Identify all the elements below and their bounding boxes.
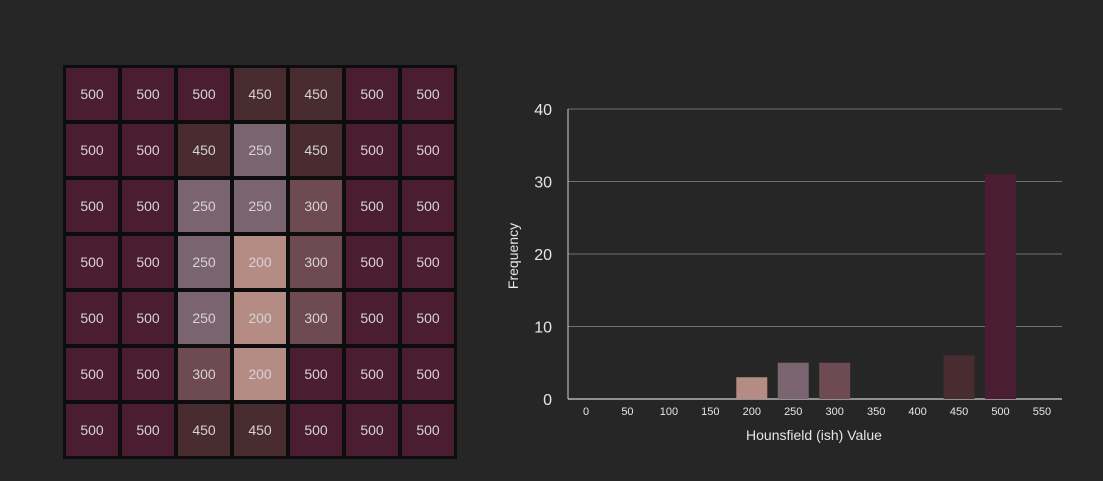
grid-cell: 500 [402,292,454,344]
grid-cell: 250 [234,124,286,176]
grid-cell: 500 [66,68,118,120]
x-tick-label: 550 [1033,406,1051,418]
x-tick-label: 500 [991,406,1009,418]
grid-cell: 500 [122,180,174,232]
y-tick-labels: 0 10 20 30 40 [534,102,552,409]
histogram-bar [736,377,768,399]
gridlines [567,108,1062,400]
grid-cell: 500 [66,236,118,288]
grid-cell: 500 [346,124,398,176]
grid-cell: 500 [66,404,118,456]
grid-cell: 300 [178,348,230,400]
grid-cell: 500 [122,236,174,288]
y-tick-label: 20 [534,247,552,264]
grid-cell: 500 [66,124,118,176]
grid-cell: 500 [122,68,174,120]
x-tick-labels: 0 50 100 150 200 250 300 350 400 450 500 550 [583,406,1051,418]
grid-cell: 200 [234,292,286,344]
grid-cell: 500 [402,124,454,176]
bars [736,174,1016,399]
x-tick-label: 0 [583,406,589,418]
x-tick-label: 200 [743,406,761,418]
y-tick-label: 0 [543,392,552,409]
x-tick-label: 100 [660,406,678,418]
x-tick-label: 450 [950,406,968,418]
histogram-bar [943,355,975,399]
grid-cell: 200 [234,348,286,400]
grid-cell: 500 [122,348,174,400]
x-tick-label: 150 [701,406,719,418]
grid-cell: 500 [66,348,118,400]
grid-cell: 500 [122,404,174,456]
grid-cell: 500 [290,348,342,400]
histogram-bar [777,362,809,399]
grid-cell: 250 [234,180,286,232]
grid-cell: 500 [122,124,174,176]
x-tick-label: 300 [826,406,844,418]
grid-cell: 300 [290,180,342,232]
grid-cell: 500 [66,292,118,344]
y-tick-label: 30 [534,175,552,192]
histogram-chart: 0 10 20 30 40 0 50 100 150 200 250 300 350 400 450 500… [495,85,1075,455]
grid-cell: 500 [122,292,174,344]
grid-cell: 500 [346,404,398,456]
histogram-bar [985,174,1016,399]
histogram-svg: 0 10 20 30 40 0 50 100 150 200 250 300 350 400 450 500… [505,102,1062,443]
grid-cell: 500 [346,292,398,344]
grid-cell: 200 [234,236,286,288]
x-axis-label: Hounsfield (ish) Value [746,427,882,443]
grid-cell: 300 [290,292,342,344]
grid-cell: 500 [346,68,398,120]
grid-cell: 300 [290,236,342,288]
grid-cell: 500 [402,236,454,288]
grid-cell: 500 [346,236,398,288]
grid-cell: 250 [178,180,230,232]
grid-cell: 500 [66,180,118,232]
grid-cell: 450 [234,68,286,120]
y-tick-label: 10 [534,320,552,337]
x-tick-label: 50 [621,406,633,418]
x-tick-label: 350 [867,406,885,418]
grid-cell: 450 [290,68,342,120]
grid-cell: 250 [178,292,230,344]
grid-cell: 500 [290,404,342,456]
grid-cell: 500 [402,68,454,120]
x-tick-label: 400 [908,406,926,418]
grid-cell: 450 [178,124,230,176]
x-tick-label: 250 [784,406,802,418]
grid-cell: 450 [234,404,286,456]
hu-value-grid: 500 500 500 450 450 500 500 500 500 450 250 450 500 5… [63,65,457,459]
grid-cell: 500 [402,348,454,400]
grid-cell: 450 [178,404,230,456]
grid-cell: 500 [178,68,230,120]
y-tick-label: 40 [534,102,552,119]
histogram-bar [819,362,851,399]
grid-cell: 500 [402,180,454,232]
grid-cell: 500 [346,348,398,400]
y-axis-label: Frequency [505,223,521,289]
grid-cell: 500 [402,404,454,456]
grid-cell: 450 [290,124,342,176]
grid-cell: 500 [346,180,398,232]
grid-cell: 250 [178,236,230,288]
